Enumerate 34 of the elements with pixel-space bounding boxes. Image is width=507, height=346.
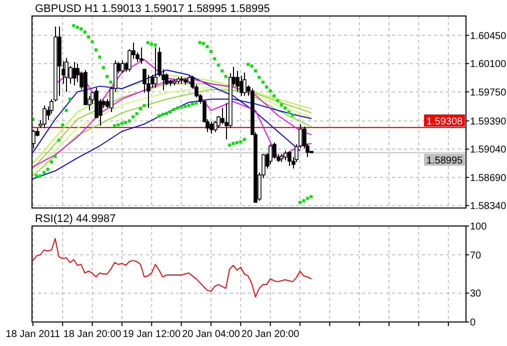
y-tick-label: 1.60450 <box>470 30 507 42</box>
candlestick <box>214 120 218 133</box>
candlestick <box>268 144 272 165</box>
y-tick-label: 0 <box>470 318 476 328</box>
candlestick <box>120 60 124 74</box>
line-series <box>32 238 312 298</box>
candlestick <box>236 70 240 92</box>
candlestick <box>164 72 168 86</box>
candlestick <box>288 151 292 167</box>
y-tick-label: 1.59040 <box>470 144 507 156</box>
x-tick-label: 19 Jan 12:00 <box>122 329 181 340</box>
ref-line-label: 1.58995 <box>426 156 464 167</box>
candlestick <box>140 46 144 64</box>
chart-title: RSI(12) 44.9987 <box>35 213 116 225</box>
y-tick-label: 1.59750 <box>470 87 507 98</box>
x-tick-label: 20 Jan 20:00 <box>241 329 300 340</box>
x-tick-label: 18 Jan 2011 <box>6 329 61 340</box>
y-tick-label: 1.60100 <box>470 59 507 70</box>
candlestick <box>284 150 288 161</box>
y-tick-label: 100 <box>470 222 488 232</box>
y-tick-label: 1.59390 <box>470 116 507 128</box>
candlestick <box>242 72 246 96</box>
y-tick-label: 1.58340 <box>470 201 507 212</box>
y-tick-label: 1.58690 <box>470 172 507 184</box>
ref-line-label: 1.59308 <box>426 116 464 128</box>
candlestick <box>210 121 214 134</box>
x-tick-label: 20 Jan 04:00 <box>182 329 240 340</box>
candlestick <box>64 57 68 92</box>
y-tick-label: 70 <box>470 250 482 262</box>
chart-title: GBPUSD H1 1.59013 1.59017 1.58995 1.58995 <box>35 3 270 15</box>
x-tick-label: 18 Jan 20:00 <box>63 329 122 340</box>
candlestick <box>154 46 158 88</box>
y-tick-label: 30 <box>470 288 482 300</box>
candlestick <box>42 105 46 129</box>
